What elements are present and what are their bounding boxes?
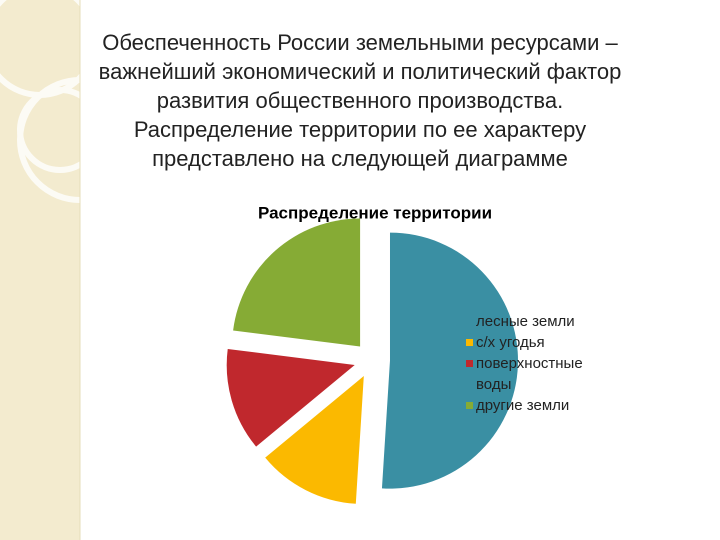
- pie-slice: [381, 232, 518, 489]
- heading-line: Распределение территории по ее характеру: [134, 117, 586, 142]
- chart-title: Распределение территории: [258, 203, 492, 222]
- legend-label: лесные земли: [476, 313, 575, 330]
- heading-line: представлено на следующей диаграмме: [152, 146, 568, 171]
- heading-line: Обеспеченность России земельными ресурса…: [102, 30, 618, 55]
- pie-slice: [265, 376, 364, 504]
- heading-line: развития общественного производства.: [157, 88, 563, 113]
- legend-swatch: [466, 360, 473, 367]
- legend-swatch: [466, 339, 473, 346]
- heading-line: важнейший экономический и политический ф…: [99, 59, 622, 84]
- legend-swatch: [466, 402, 473, 409]
- heading: Обеспеченность России земельными ресурса…: [99, 30, 622, 171]
- legend-label: с/х угодья: [476, 334, 545, 351]
- legend-label: поверхностные воды: [476, 355, 587, 393]
- pie-slice: [226, 348, 355, 447]
- legend-swatch: [466, 318, 473, 325]
- legend-label: другие земли: [476, 397, 569, 414]
- pie-slice: [233, 218, 361, 347]
